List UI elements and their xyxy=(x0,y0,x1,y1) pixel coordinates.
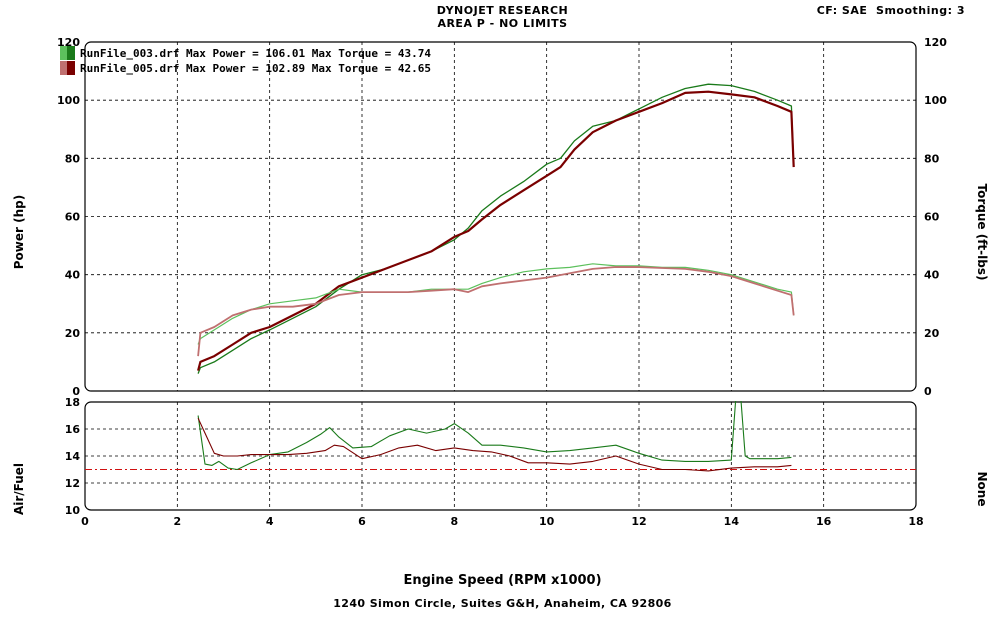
airfuel-y2-axis-label: None xyxy=(975,472,989,507)
legend: RunFile_003.drf Max Power = 106.01 Max T… xyxy=(60,46,431,75)
x-tick-label: 10 xyxy=(539,515,555,528)
x-tick-label: 16 xyxy=(816,515,832,528)
airfuel-tick-label: 18 xyxy=(65,396,80,409)
airfuel-axis-label: Air/Fuel xyxy=(12,463,26,515)
airfuel-tick-label: 10 xyxy=(65,504,81,517)
correction-info: CF: SAE Smoothing: 3 xyxy=(817,4,965,17)
x-tick-label: 14 xyxy=(724,515,740,528)
air-fuel-plot: 10 12 14 16 18 0 2 4 6 8 10 12 14 16 18 Air/Fuel None xyxy=(12,394,989,528)
airfuel-tick-label: 14 xyxy=(65,450,81,463)
y2-tick-label: 60 xyxy=(924,211,940,224)
y2-axis-label: Torque (ft-lbs) xyxy=(975,184,989,281)
x-axis-label: Engine Speed (RPM x1000) xyxy=(403,573,602,588)
y-tick-label: 20 xyxy=(65,327,81,340)
y2-tick-label: 120 xyxy=(924,36,947,49)
x-tick-label: 4 xyxy=(266,515,274,528)
y-tick-label: 40 xyxy=(65,269,81,282)
airfuel-tick-label: 16 xyxy=(65,423,81,436)
y2-tick-label: 0 xyxy=(924,385,932,398)
legend-swatch xyxy=(60,61,67,75)
power-torque-plot: 0 0 20 20 40 40 60 60 80 80 100 100 120 120 Power (hp)… xyxy=(12,36,989,398)
y-tick-label: 60 xyxy=(65,211,81,224)
legend-swatch xyxy=(67,46,75,60)
y-tick-label: 100 xyxy=(57,94,80,107)
chart-subtitle: AREA P - NO LIMITS xyxy=(437,17,568,30)
x-tick-label: 6 xyxy=(358,515,366,528)
legend-swatch xyxy=(60,46,67,60)
y-tick-label: 0 xyxy=(72,385,80,398)
panel-gap xyxy=(87,394,914,401)
y-axis-label: Power (hp) xyxy=(12,195,26,269)
x-tick-label: 8 xyxy=(451,515,459,528)
y-tick-label: 80 xyxy=(65,152,81,165)
y2-tick-label: 20 xyxy=(924,327,940,340)
x-tick-label: 0 xyxy=(81,515,89,528)
y-tick-label: 120 xyxy=(57,36,80,49)
y2-tick-label: 80 xyxy=(924,152,940,165)
y2-tick-label: 40 xyxy=(924,269,940,282)
y2-tick-label: 100 xyxy=(924,94,947,107)
series-line-005-power xyxy=(197,90,795,371)
series-line-003-torque xyxy=(197,263,795,345)
series-line-005-airfuel xyxy=(197,417,792,472)
x-tick-label: 18 xyxy=(908,515,923,528)
footer-address: 1240 Simon Circle, Suites G&H, Anaheim, … xyxy=(333,597,672,610)
legend-swatch xyxy=(67,61,75,75)
smoothing-level: Smoothing: 3 xyxy=(876,4,965,17)
series-line-003-power xyxy=(197,83,795,374)
series-line-003-airfuel xyxy=(197,394,792,471)
legend-entry: RunFile_005.drf Max Power = 102.89 Max T… xyxy=(80,62,431,75)
correction-factor: CF: SAE xyxy=(816,4,868,17)
x-tick-label: 2 xyxy=(174,515,182,528)
legend-entry: RunFile_003.drf Max Power = 106.01 Max T… xyxy=(80,47,431,60)
chart-title: DYNOJET RESEARCH xyxy=(436,4,569,17)
airfuel-tick-label: 12 xyxy=(65,477,80,490)
x-tick-label: 12 xyxy=(631,515,646,528)
series-line-005-torque xyxy=(197,266,795,357)
